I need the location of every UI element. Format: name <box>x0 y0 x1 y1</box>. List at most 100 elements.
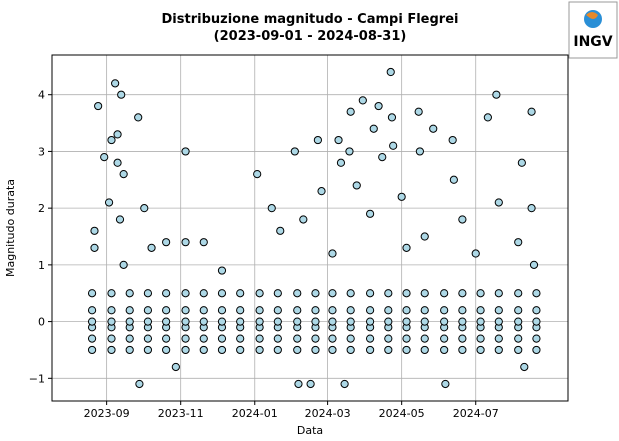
point <box>346 345 355 355</box>
point <box>527 204 536 213</box>
point <box>273 317 282 326</box>
point <box>313 135 322 145</box>
point <box>365 306 375 315</box>
point <box>119 260 128 269</box>
point <box>328 306 337 315</box>
point <box>476 317 485 326</box>
point <box>162 306 171 315</box>
point <box>107 135 116 145</box>
x-tick-label: 2023-11 <box>158 407 204 420</box>
point <box>181 238 190 247</box>
point <box>87 306 97 315</box>
point <box>402 345 411 355</box>
point <box>100 152 109 162</box>
point <box>532 306 541 315</box>
point <box>494 289 503 298</box>
point <box>90 243 99 252</box>
point <box>514 334 523 343</box>
point <box>162 345 171 355</box>
point <box>369 124 378 133</box>
point <box>273 306 282 315</box>
point <box>199 289 208 298</box>
point <box>217 289 227 298</box>
point <box>107 334 116 343</box>
point <box>236 289 245 298</box>
point <box>328 249 337 258</box>
point <box>199 334 208 343</box>
point <box>236 345 245 355</box>
point <box>143 345 153 355</box>
point <box>514 345 523 355</box>
point <box>306 379 315 389</box>
point <box>440 317 449 326</box>
point <box>290 147 299 156</box>
point <box>115 215 125 224</box>
point <box>162 334 171 343</box>
point <box>317 187 326 196</box>
point <box>414 107 423 116</box>
x-tick-label: 2024-01 <box>232 407 278 420</box>
x-tick-label: 2024-05 <box>379 407 425 420</box>
point <box>494 317 503 326</box>
point <box>117 90 126 99</box>
y-axis-label: Magnitudo durata <box>4 179 17 277</box>
point <box>311 289 320 298</box>
point <box>402 306 411 315</box>
point <box>328 334 337 343</box>
point <box>273 334 282 343</box>
y-tick-label: −1 <box>29 372 45 385</box>
point <box>311 317 320 326</box>
point <box>134 113 143 122</box>
point <box>449 175 458 184</box>
point <box>162 317 171 326</box>
point <box>90 226 99 235</box>
point <box>125 306 134 315</box>
point <box>420 306 429 315</box>
point <box>476 345 485 355</box>
y-tick-label: 2 <box>38 202 45 215</box>
point <box>273 289 282 298</box>
point <box>293 306 302 315</box>
point <box>217 306 227 315</box>
point <box>125 334 134 343</box>
point <box>107 345 116 355</box>
x-tick-label: 2024-07 <box>453 407 499 420</box>
point <box>532 345 541 355</box>
point <box>181 289 190 298</box>
point <box>255 334 264 343</box>
point <box>345 147 354 156</box>
point <box>494 198 503 207</box>
point <box>276 226 285 235</box>
point <box>441 379 450 389</box>
point <box>236 334 245 343</box>
point <box>514 238 523 247</box>
point <box>255 306 264 315</box>
point <box>199 238 208 247</box>
point <box>532 317 541 326</box>
point <box>346 334 355 343</box>
point <box>420 345 429 355</box>
point <box>483 113 492 122</box>
point <box>458 306 467 315</box>
point <box>532 334 541 343</box>
logo: INGV <box>568 1 618 59</box>
point <box>384 334 393 343</box>
point <box>402 289 411 298</box>
point <box>199 345 208 355</box>
point <box>492 90 501 99</box>
point <box>476 306 485 315</box>
point <box>255 317 264 326</box>
point <box>494 306 503 315</box>
point <box>346 289 355 298</box>
point <box>143 289 153 298</box>
point <box>143 334 153 343</box>
point <box>520 362 529 372</box>
point <box>365 334 375 343</box>
plot-frame <box>51 54 569 402</box>
point <box>365 209 375 218</box>
point <box>384 317 393 326</box>
point <box>253 170 262 179</box>
y-tick-label: 0 <box>38 316 45 329</box>
point <box>420 317 429 326</box>
